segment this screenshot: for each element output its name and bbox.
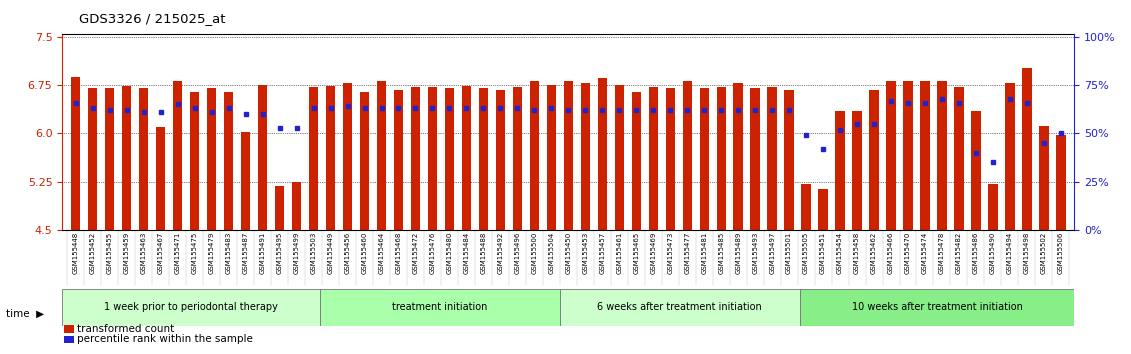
Bar <box>207 88 216 230</box>
Bar <box>428 87 437 230</box>
Bar <box>241 132 250 230</box>
Bar <box>1005 83 1015 230</box>
Bar <box>122 86 131 230</box>
Bar <box>1022 68 1031 230</box>
Bar <box>495 90 506 230</box>
Bar <box>870 90 879 230</box>
Bar <box>717 87 726 230</box>
Bar <box>343 83 352 230</box>
Bar <box>751 88 760 230</box>
Bar <box>173 81 182 230</box>
Bar <box>444 88 455 230</box>
Bar <box>1039 126 1048 230</box>
Bar <box>700 88 709 230</box>
Bar <box>139 88 148 230</box>
Bar <box>648 87 658 230</box>
Bar <box>785 90 794 230</box>
Bar <box>734 83 743 230</box>
Bar <box>768 87 777 230</box>
Bar <box>546 85 556 230</box>
Bar <box>800 289 1074 326</box>
Bar <box>377 81 386 230</box>
Bar <box>529 81 539 230</box>
Bar <box>921 81 930 230</box>
Bar <box>988 184 998 230</box>
Bar <box>309 87 318 230</box>
Text: 10 weeks after treatment initiation: 10 weeks after treatment initiation <box>852 302 1022 312</box>
Bar <box>955 87 964 230</box>
Bar <box>394 90 403 230</box>
Bar <box>224 92 233 230</box>
Bar <box>320 289 560 326</box>
Bar <box>836 111 845 230</box>
Bar <box>597 78 607 230</box>
Bar <box>853 111 862 230</box>
Bar <box>614 85 624 230</box>
Bar <box>819 189 828 230</box>
Bar <box>665 88 675 230</box>
Bar <box>1056 135 1065 230</box>
Bar <box>904 81 913 230</box>
Text: 1 week prior to periodontal therapy: 1 week prior to periodontal therapy <box>104 302 278 312</box>
Bar <box>802 184 811 230</box>
Bar <box>105 88 114 230</box>
Bar <box>580 83 590 230</box>
Bar <box>190 92 199 230</box>
Bar <box>682 81 692 230</box>
Bar <box>326 86 335 230</box>
Text: percentile rank within the sample: percentile rank within the sample <box>77 335 253 344</box>
Bar <box>275 185 284 230</box>
Bar <box>560 289 800 326</box>
Bar <box>156 127 165 230</box>
Bar <box>887 81 896 230</box>
Bar <box>563 81 573 230</box>
Bar <box>631 92 641 230</box>
Bar <box>972 111 981 230</box>
Text: 6 weeks after treatment initiation: 6 weeks after treatment initiation <box>597 302 762 312</box>
Bar <box>71 77 80 230</box>
Text: time  ▶: time ▶ <box>6 308 44 318</box>
Bar <box>461 86 472 230</box>
Text: transformed count: transformed count <box>77 324 174 334</box>
Bar <box>88 88 97 230</box>
Text: GDS3326 / 215025_at: GDS3326 / 215025_at <box>79 12 226 25</box>
Bar <box>478 88 489 230</box>
Bar <box>62 289 320 326</box>
Text: treatment initiation: treatment initiation <box>392 302 487 312</box>
Bar <box>411 87 420 230</box>
Bar <box>360 92 369 230</box>
Bar <box>938 81 947 230</box>
Bar <box>512 87 523 230</box>
Bar <box>258 85 267 230</box>
Bar <box>292 182 301 230</box>
